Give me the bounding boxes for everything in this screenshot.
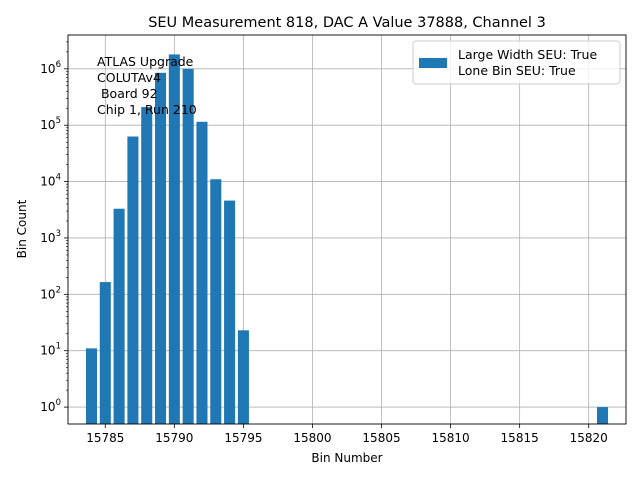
y-tick-label: 105 [40, 116, 61, 132]
x-tick-label: 15785 [86, 431, 124, 445]
bar [182, 68, 194, 425]
bar [596, 407, 609, 424]
legend-label-line-1: Large Width SEU: True [458, 47, 597, 62]
x-axis: 15785 15790 15795 15800 15805 15810 15815 15820 [86, 424, 608, 445]
bar [237, 330, 249, 424]
x-tick-label: 15795 [224, 431, 262, 445]
bar [127, 136, 139, 424]
y-axis: 100 101 102 103 104 105 106 [40, 41, 68, 414]
x-tick-label: 15805 [362, 431, 400, 445]
y-axis-label: Bin Count [15, 199, 29, 258]
x-tick-label: 15790 [155, 431, 193, 445]
bar [210, 179, 222, 424]
y-tick-label: 100 [40, 398, 61, 414]
x-tick-label: 15820 [570, 431, 608, 445]
annotation-line-1: ATLAS Upgrade [97, 54, 194, 69]
legend-box [412, 40, 621, 85]
bar [141, 107, 153, 424]
annotation: ATLAS Upgrade COLUTAv4 Board 92 Chip 1, … [97, 54, 197, 117]
y-tick-label: 104 [40, 173, 61, 189]
bar [196, 121, 208, 424]
bar [99, 282, 111, 424]
bars [85, 54, 609, 425]
annotation-line-3: Board 92 [97, 86, 158, 101]
x-tick-label: 15800 [293, 431, 331, 445]
x-tick-label: 15810 [431, 431, 469, 445]
legend-swatch [419, 58, 447, 68]
bar [155, 72, 167, 424]
bar [168, 54, 180, 425]
x-axis-label: Bin Number [311, 451, 382, 465]
annotation-line-4: Chip 1, Run 210 [97, 102, 197, 117]
y-tick-label: 106 [40, 60, 61, 76]
bar [224, 200, 236, 424]
bar [85, 348, 98, 424]
x-tick-label: 15815 [501, 431, 539, 445]
annotation-line-2: COLUTAv4 [97, 70, 161, 85]
y-tick-label: 101 [40, 342, 61, 358]
chart-title: SEU Measurement 818, DAC A Value 37888, … [148, 15, 546, 31]
y-tick-label: 102 [40, 285, 61, 301]
y-tick-label: 103 [40, 229, 61, 245]
bar [113, 208, 125, 424]
legend-label-line-2: Lone Bin SEU: True [458, 63, 576, 78]
legend: Large Width SEU: True Lone Bin SEU: True [412, 40, 621, 85]
plot-frame [67, 34, 627, 425]
